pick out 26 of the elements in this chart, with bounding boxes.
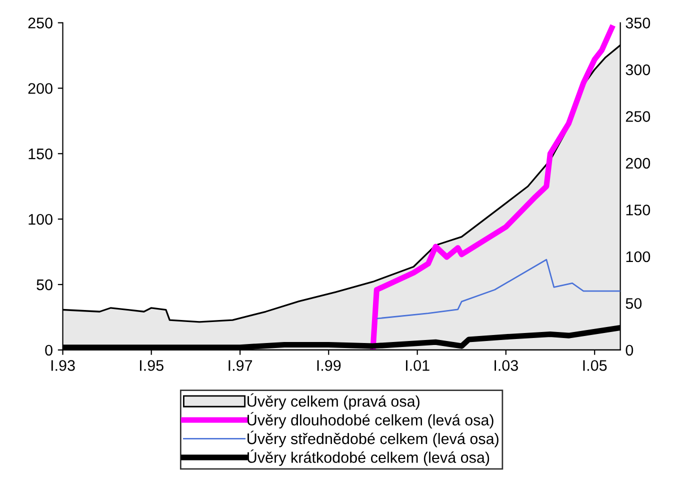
y2-tick-label: 250 bbox=[626, 111, 650, 122]
y2-tick-label: 300 bbox=[626, 64, 650, 76]
legend-label: Úvěry celkem (pravá osa) bbox=[248, 393, 420, 410]
y2-tick-label: 100 bbox=[626, 251, 650, 262]
legend-label: Úvěry krátkodobé celkem (levá osa) bbox=[248, 450, 490, 466]
y-tick-label: 150 bbox=[28, 148, 52, 160]
y-tick-label: 200 bbox=[28, 83, 52, 94]
x-tick-label: I.01 bbox=[406, 360, 430, 371]
x-tick-label: I.95 bbox=[140, 360, 164, 371]
y2-tick-label: 350 bbox=[626, 18, 650, 28]
y-tick-label: 250 bbox=[28, 18, 52, 28]
x-tick-label: I.05 bbox=[583, 360, 607, 371]
y2-tick-label: 0 bbox=[626, 344, 634, 356]
x-tick-label: I.99 bbox=[317, 360, 341, 371]
y2-tick-label: 50 bbox=[626, 298, 642, 309]
x-tick-label: I.97 bbox=[228, 360, 252, 371]
legend-label: Úvěry dlouhodobé celkem (levá osa) bbox=[248, 412, 494, 429]
y2-tick-label: 200 bbox=[626, 158, 650, 169]
x-tick-label: I.93 bbox=[51, 360, 75, 371]
legend-label: Úvěry střednědobé celkem (levá osa) bbox=[248, 430, 498, 448]
y2-tick-label: 150 bbox=[626, 204, 650, 216]
x-tick-label: I.03 bbox=[494, 360, 518, 371]
y-tick-label: 50 bbox=[36, 279, 52, 290]
line-series bbox=[376, 258, 620, 320]
y-tick-label: 100 bbox=[28, 214, 52, 225]
y-tick-label: 0 bbox=[45, 344, 52, 356]
